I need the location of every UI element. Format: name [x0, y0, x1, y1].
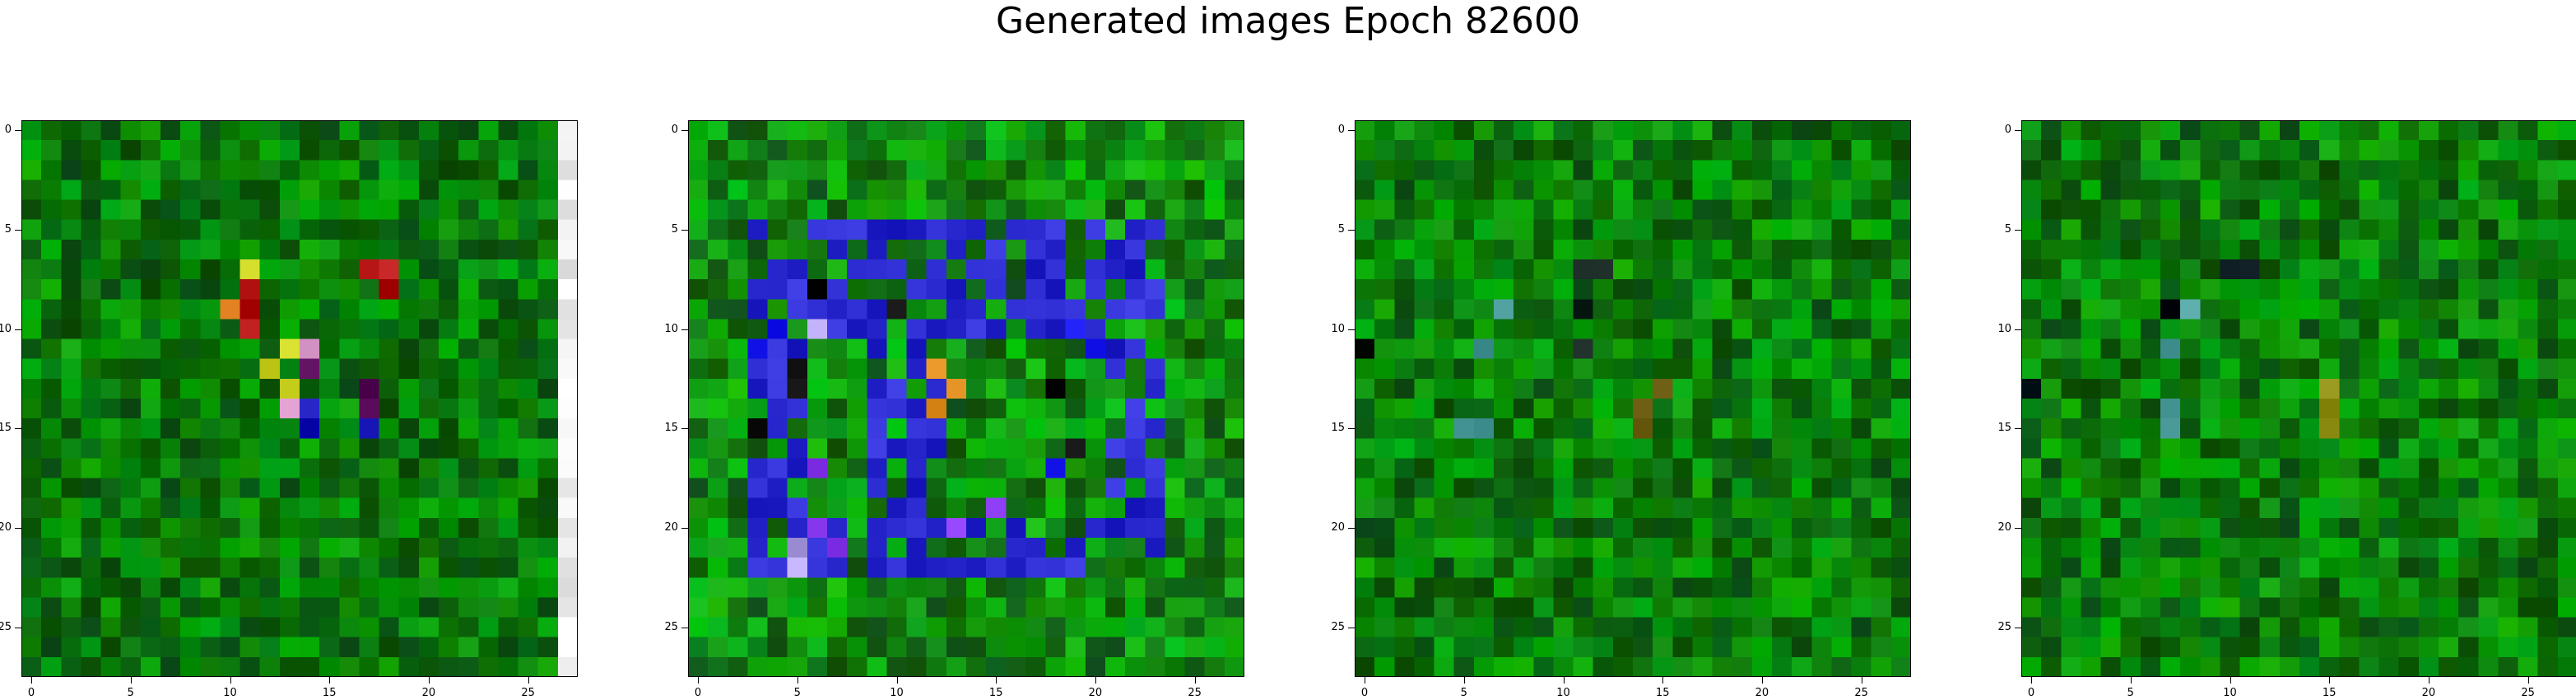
y-tick-label: 20 — [1997, 520, 2011, 534]
x-tick-label: 5 — [2127, 687, 2134, 699]
x-tick — [2230, 677, 2231, 684]
x-tick — [428, 677, 430, 684]
x-tick — [130, 677, 132, 684]
y-tick — [15, 329, 21, 330]
x-tick — [528, 677, 529, 684]
y-tick — [681, 130, 688, 132]
x-tick-label: 25 — [521, 687, 535, 699]
x-tick-label: 25 — [1854, 687, 1868, 699]
generated-image-2 — [688, 120, 1244, 677]
x-tick-label: 20 — [2421, 687, 2436, 699]
x-tick-label: 0 — [1360, 687, 1369, 699]
y-tick — [1348, 229, 1355, 231]
x-tick — [1761, 677, 1763, 684]
x-tick — [996, 677, 997, 684]
y-tick — [1348, 329, 1355, 330]
image-panel-3: 0 5 10 15 20 25 0 5 10 15 20 25 — [1331, 120, 1911, 699]
x-tick — [698, 677, 700, 684]
x-tick — [329, 677, 331, 684]
x-tick — [2428, 677, 2430, 684]
y-tick — [681, 229, 688, 231]
x-tick-label: 25 — [2521, 687, 2535, 699]
y-tick — [2015, 428, 2021, 430]
y-tick-label: 25 — [1997, 620, 2011, 633]
figure-title: Generated images Epoch 82600 — [995, 0, 1581, 42]
x-tick — [230, 677, 231, 684]
x-tick — [1662, 677, 1664, 684]
y-tick — [15, 130, 21, 132]
y-tick — [1348, 428, 1355, 430]
y-tick — [1348, 130, 1355, 132]
y-tick-label: 0 — [671, 124, 678, 137]
x-tick — [2329, 677, 2331, 684]
y-tick-label: 0 — [2004, 124, 2011, 137]
y-tick-label: 10 — [1331, 322, 1345, 335]
y-tick-label: 15 — [664, 422, 678, 435]
y-tick — [2015, 229, 2021, 231]
y-tick-label: 20 — [0, 520, 12, 534]
y-tick-label: 15 — [1997, 422, 2011, 435]
x-tick-label: 15 — [988, 687, 1003, 699]
x-tick-label: 0 — [694, 687, 702, 699]
y-tick — [681, 527, 688, 529]
x-tick-label: 5 — [1460, 687, 1467, 699]
image-panel-1: 0 5 10 15 20 25 0 5 10 15 20 25 — [0, 120, 578, 699]
y-tick-label: 0 — [1337, 124, 1345, 137]
y-tick-label: 10 — [664, 322, 678, 335]
x-tick-label: 10 — [2223, 687, 2237, 699]
y-tick — [681, 428, 688, 430]
x-tick-label: 10 — [890, 687, 904, 699]
y-tick — [15, 527, 21, 529]
y-tick-label: 15 — [1331, 422, 1345, 435]
x-tick — [2031, 677, 2033, 684]
y-tick — [1348, 527, 1355, 529]
x-tick — [1463, 677, 1465, 684]
y-tick-label: 10 — [0, 322, 12, 335]
x-tick-label: 15 — [1655, 687, 1670, 699]
y-tick — [2015, 130, 2021, 132]
x-tick — [797, 677, 798, 684]
x-tick-label: 10 — [223, 687, 237, 699]
x-tick-label: 15 — [2322, 687, 2337, 699]
x-tick-label: 25 — [1188, 687, 1202, 699]
x-tick-label: 10 — [1556, 687, 1570, 699]
x-tick — [31, 677, 33, 684]
x-tick — [1194, 677, 1196, 684]
x-tick — [1563, 677, 1565, 684]
y-tick-label: 5 — [671, 222, 678, 236]
x-tick-label: 0 — [2027, 687, 2035, 699]
y-tick-label: 25 — [1331, 620, 1345, 633]
y-tick-label: 5 — [2004, 222, 2011, 236]
y-tick-label: 5 — [4, 222, 12, 236]
image-panel-4: 0 5 10 15 20 25 0 5 10 15 20 25 — [1997, 120, 2576, 699]
y-tick — [681, 329, 688, 330]
y-tick-label: 25 — [0, 620, 12, 633]
x-tick — [2527, 677, 2529, 684]
x-tick-label: 15 — [322, 687, 337, 699]
y-tick — [15, 229, 21, 231]
y-tick — [2015, 527, 2021, 529]
x-tick-label: 20 — [1088, 687, 1103, 699]
generated-image-4 — [2021, 120, 2576, 677]
y-tick-label: 0 — [4, 124, 12, 137]
generated-image-1 — [21, 120, 578, 677]
y-tick-label: 20 — [664, 520, 678, 534]
y-tick-label: 20 — [1331, 520, 1345, 534]
y-tick — [2015, 329, 2021, 330]
x-tick-label: 0 — [27, 687, 35, 699]
y-tick-label: 5 — [1337, 222, 1345, 236]
x-tick-label: 20 — [421, 687, 436, 699]
y-tick — [15, 428, 21, 430]
x-tick-label: 20 — [1755, 687, 1769, 699]
x-tick — [896, 677, 898, 684]
y-tick-label: 15 — [0, 422, 12, 435]
x-tick — [1095, 677, 1096, 684]
x-tick-label: 5 — [127, 687, 134, 699]
generated-image-3 — [1355, 120, 1911, 677]
x-tick-label: 5 — [793, 687, 801, 699]
image-panel-2: 0 5 10 15 20 25 0 5 10 15 20 25 — [664, 120, 1244, 699]
y-tick-label: 25 — [664, 620, 678, 633]
y-tick-label: 10 — [1997, 322, 2011, 335]
x-tick — [2130, 677, 2132, 684]
